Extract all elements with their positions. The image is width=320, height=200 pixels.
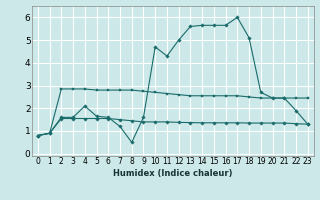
X-axis label: Humidex (Indice chaleur): Humidex (Indice chaleur) bbox=[113, 169, 233, 178]
